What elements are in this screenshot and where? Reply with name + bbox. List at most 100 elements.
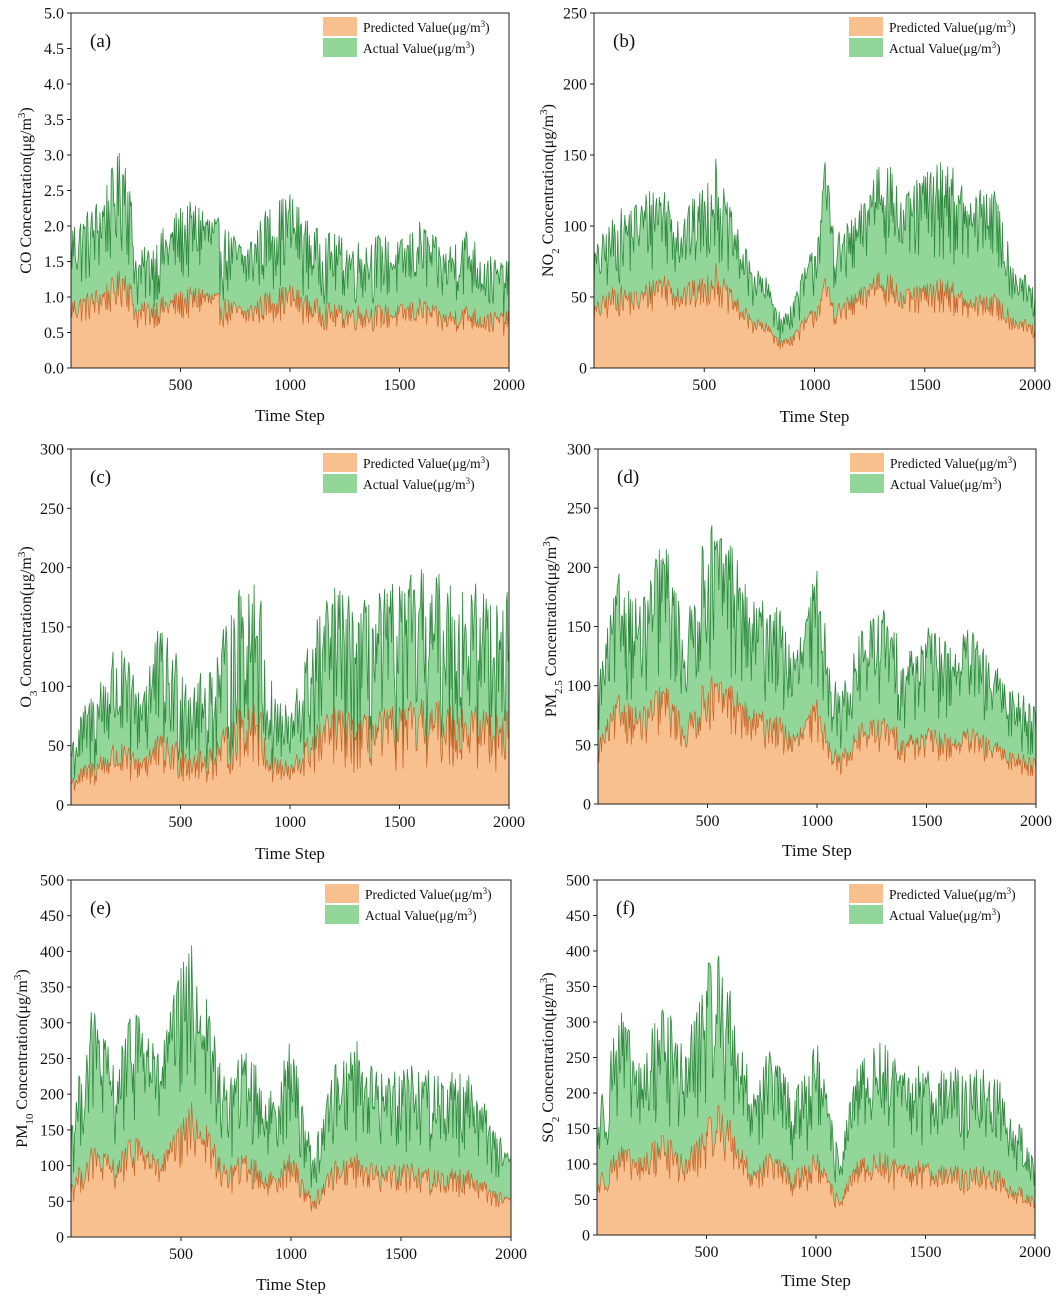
predicted-series-line [71,1102,511,1212]
legend: Predicted Value(μg/m3) Actual Value(μg/m3… [323,17,490,57]
plot-area-b [594,158,1035,368]
x-tick-label: 500 [695,1244,719,1261]
y-tick-label: 350 [566,979,590,996]
legend-swatch-actual [850,474,884,493]
x-axis-title: Time Step [782,841,852,860]
x-tick-label: 500 [169,377,193,394]
chart-panel-b: 0 50 100 150 200 250 500 1000 1500 2000 Time Step N… [538,6,1051,427]
y-tick-label: 1.0 [44,290,64,307]
y-tick-label: 300 [40,1015,64,1032]
y-tick-label: 0 [56,1230,64,1247]
x-tick-label: 1500 [909,377,941,394]
y-tick-label: 350 [40,980,64,997]
x-tick-label: 500 [692,377,716,394]
y-tick-label: 2.0 [44,219,64,236]
y-tick-label: 250 [40,1051,64,1068]
legend-label-actual: Actual Value(μg/m3) [365,907,477,923]
predicted-area [71,698,509,805]
y-tick-label: 300 [567,442,591,459]
panel-label: (a) [90,31,111,52]
legend-swatch-predicted [323,453,357,472]
legend-label-predicted: Predicted Value(μg/m3) [365,886,492,902]
legend-swatch-actual [849,38,883,57]
y-tick-label: 0 [582,1228,590,1245]
y-tick-label: 50 [48,1194,64,1211]
predicted-series-line [71,698,509,791]
y-tick-label: 250 [566,1050,590,1067]
y-tick-label: 4.5 [44,41,64,58]
x-axis-title: Time Step [780,407,850,426]
y-tick-label: 250 [567,501,591,518]
legend-swatch-actual [325,905,359,924]
legend-label-actual: Actual Value(μg/m3) [890,476,1002,492]
y-tick-label: 500 [566,873,590,890]
y-axis-title: PM2.5 Concentration(μg/m3) [541,536,565,717]
y-tick-label: 1.5 [44,254,64,271]
legend: Predicted Value(μg/m3) Actual Value(μg/m3… [849,884,1016,924]
panel-label: (e) [90,898,111,919]
predicted-series-line [598,676,1036,777]
y-tick-label: 100 [40,679,64,696]
plot-area-a [71,152,509,368]
y-tick-label: 200 [40,560,64,577]
chart-panel-c: 0 50 100 150 200 250 300 500 1000 1500 2000 Time St… [16,442,525,864]
x-tick-label: 1000 [274,814,306,831]
y-tick-label: 2.5 [44,183,64,200]
legend: Predicted Value(μg/m3) Actual Value(μg/m3… [849,17,1016,57]
y-tick-label: 0 [56,798,64,815]
y-tick-label: 400 [40,944,64,961]
y-tick-label: 150 [40,1122,64,1139]
x-tick-label: 2000 [1019,377,1051,394]
y-axis-title: PM10 Concentration(μg/m3) [12,969,36,1147]
chart-panel-d: 0 50 100 150 200 250 300 500 1000 1500 2000 Time St… [541,442,1052,861]
x-tick-label: 1000 [275,1246,307,1263]
y-tick-label: 4.0 [44,77,64,94]
y-tick-label: 250 [40,501,64,518]
x-tick-label: 1500 [910,1244,942,1261]
y-tick-label: 450 [566,908,590,925]
x-tick-label: 1000 [799,377,831,394]
y-axis-title: SO2 Concentration(μg/m3) [538,972,562,1142]
legend-swatch-predicted [849,884,883,903]
y-tick-label: 100 [563,219,587,236]
y-tick-label: 0.0 [44,361,64,378]
y-tick-label: 150 [563,148,587,165]
plot-area-e [71,945,511,1237]
y-tick-label: 50 [575,737,591,754]
x-axis-title: Time Step [256,1275,326,1294]
actual-series-line [71,945,511,1188]
legend-label-predicted: Predicted Value(μg/m3) [363,19,490,35]
y-tick-label: 0 [583,797,591,814]
x-tick-label: 1500 [385,1246,417,1263]
y-tick-label: 400 [566,944,590,961]
legend-label-actual: Actual Value(μg/m3) [363,40,475,56]
y-tick-label: 150 [567,619,591,636]
plot-area-f [597,955,1035,1235]
plot-area-d [598,525,1036,804]
y-tick-label: 3.5 [44,112,64,129]
x-tick-label: 2000 [493,377,525,394]
legend-swatch-actual [323,38,357,57]
chart-panel-a: 0.0 0.5 1.0 1.5 2.0 2.5 3.0 3.5 4.0 4.5 5.0 500 1000… [16,6,525,426]
y-tick-label: 100 [566,1157,590,1174]
legend: Predicted Value(μg/m3) Actual Value(μg/m3… [323,453,490,493]
y-tick-label: 50 [571,290,587,307]
x-axis-title: Time Step [255,844,325,863]
actual-series-line [597,955,1035,1186]
x-tick-label: 2000 [1020,813,1052,830]
x-axis-title: Time Step [255,406,325,425]
y-tick-label: 200 [566,1086,590,1103]
y-tick-label: 200 [40,1087,64,1104]
legend-swatch-predicted [323,17,357,36]
chart-panel-f: 0 50 100 150 200 250 300 350 400 450 500 500 1000 150… [538,873,1051,1291]
y-tick-label: 100 [567,678,591,695]
x-tick-label: 1000 [801,813,833,830]
predicted-series-line [71,270,509,336]
legend: Predicted Value(μg/m3) Actual Value(μg/m3… [325,884,492,924]
y-tick-label: 3.0 [44,148,64,165]
x-axis-title: Time Step [781,1271,851,1290]
panel-label: (c) [90,467,111,488]
actual-series-line [594,158,1035,339]
x-tick-label: 1500 [384,377,416,394]
panel-label: (d) [617,467,639,488]
